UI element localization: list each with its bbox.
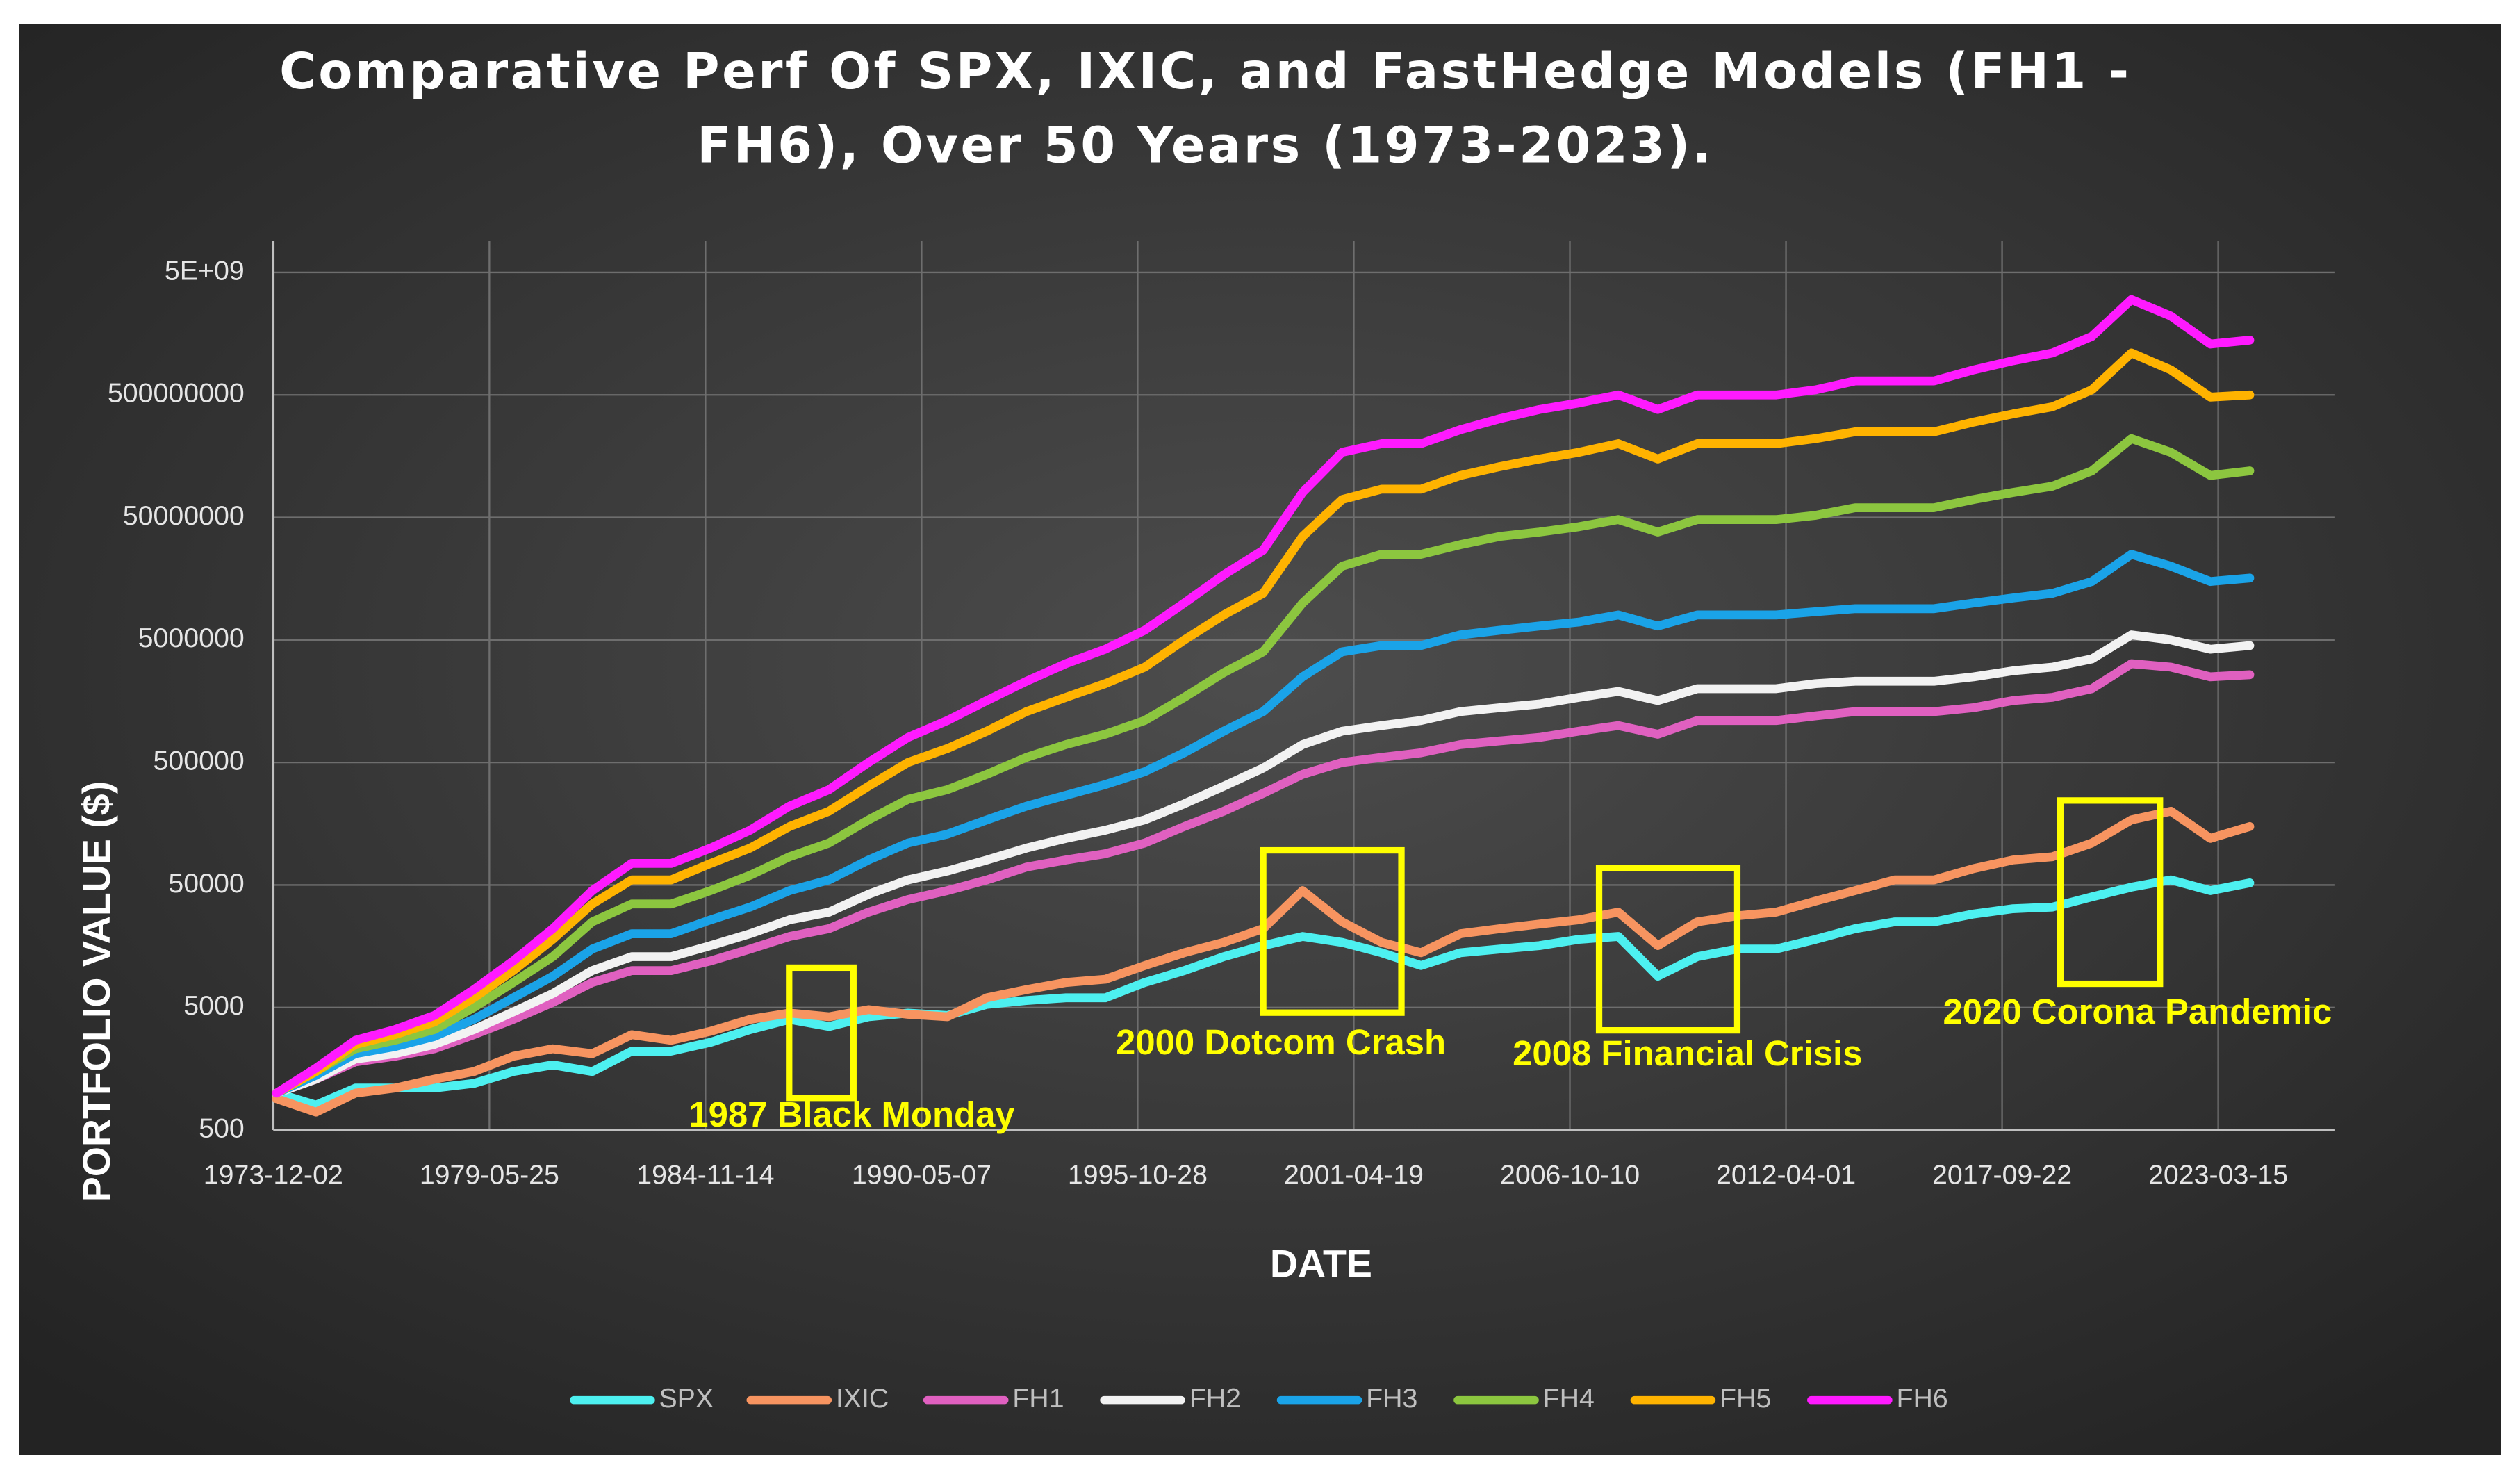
y-tick-label: 500 [199,1113,245,1143]
series-line [272,659,2255,1098]
legend-label: FH4 [1543,1383,1595,1414]
y-tick-label: 5000 [183,990,244,1021]
series-line [272,550,2255,1098]
x-tick-label: 1995-10-28 [1068,1159,1208,1190]
legend-label: SPX [659,1383,714,1414]
annotation-box [2057,797,2164,988]
x-axis-title: DATE [1270,1242,1372,1285]
x-tick-label: 1990-05-07 [852,1159,991,1190]
series-line [272,295,2255,1098]
annotation-box [1260,846,1405,1016]
y-tick-label: 50000 [168,868,244,899]
y-tick-label: 500000 [154,746,245,776]
x-tick-label: 2023-03-15 [2148,1159,2288,1190]
annotation-label: 2000 Dotcom Crash [1116,1022,1446,1062]
annotation-label: 2008 Financial Crisis [1513,1033,1862,1073]
annotation-label: 2020 Corona Pandemic [1943,992,2332,1031]
series-line [272,434,2255,1098]
x-tick-label: 1984-11-14 [636,1159,774,1190]
y-tick-label: 50000000 [123,500,245,531]
legend-label: IXIC [836,1383,889,1414]
legend-label: FH6 [1896,1383,1947,1414]
chart-title: Comparative Perf Of SPX, IXIC, and FastH… [279,43,2132,176]
y-tick-label: 5000000 [138,623,245,653]
x-tick-label: 1973-12-02 [204,1159,343,1190]
x-tick-label: 1979-05-25 [420,1159,559,1190]
series-line [272,348,2255,1098]
chart-background [19,24,2501,1455]
legend-label: FH1 [1012,1383,1064,1414]
y-tick-label: 500000000 [108,378,245,409]
x-tick-label: 2001-04-19 [1284,1159,1424,1190]
title-box: Comparative Perf Of SPX, IXIC, and FastH… [279,43,2132,176]
annotation-box [1595,865,1741,1034]
annotation-label: 1987 Black Monday [689,1095,1015,1134]
y-tick-label: 5E+09 [165,255,245,286]
legend-label: FH3 [1366,1383,1417,1414]
x-tick-label: 2012-04-01 [1716,1159,1856,1190]
series-line [272,630,2255,1098]
legend-label: FH5 [1720,1383,1771,1414]
x-tick-label: 2006-10-10 [1500,1159,1640,1190]
y-axis-title: PORTFOLIO VALUE ($) [75,781,118,1202]
x-tick-label: 2017-09-22 [1932,1159,2072,1190]
annotation-box [786,964,857,1102]
legend-label: FH2 [1189,1383,1241,1414]
